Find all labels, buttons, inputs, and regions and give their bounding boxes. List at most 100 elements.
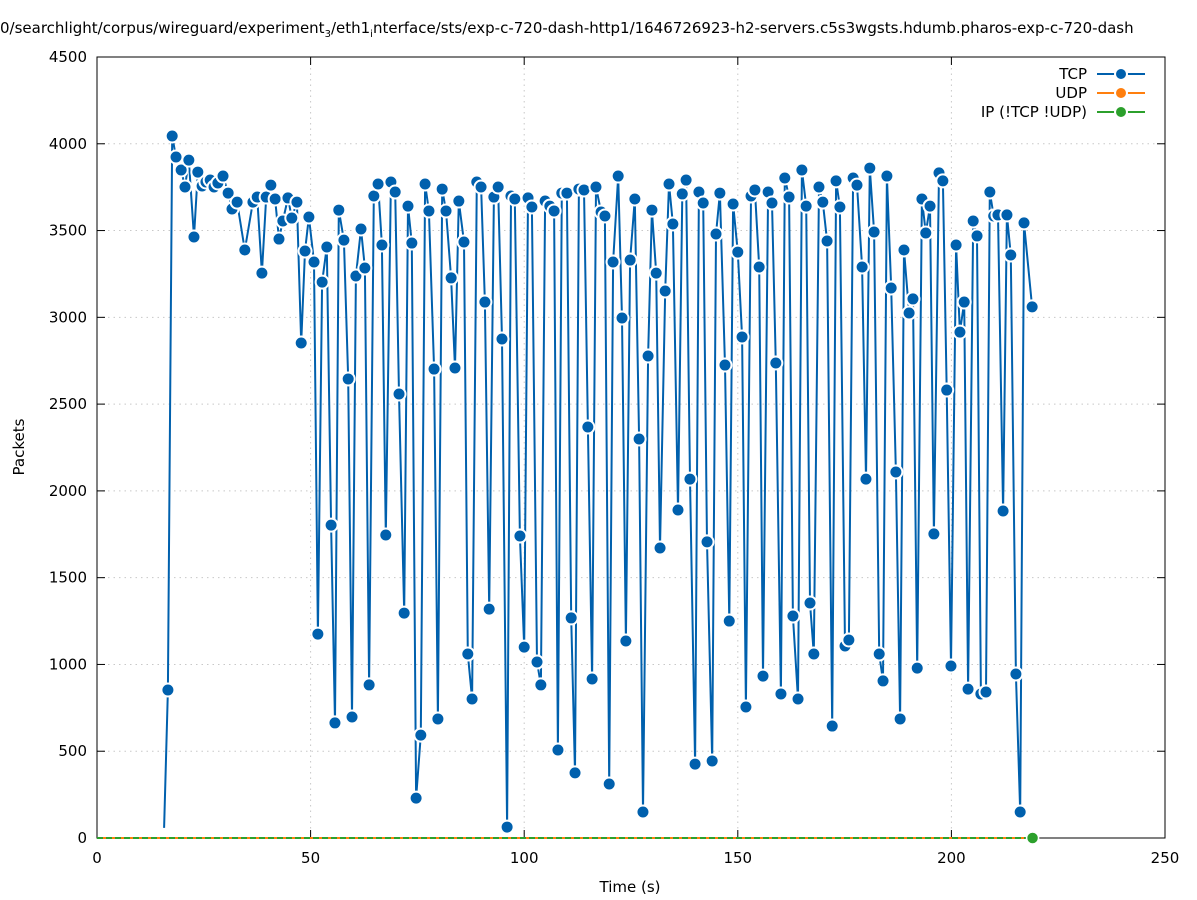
grid xyxy=(97,57,1165,838)
tcp-point xyxy=(293,335,309,351)
tcp-point xyxy=(631,431,647,447)
tcp-point xyxy=(516,639,532,655)
tcp-point xyxy=(824,718,840,734)
tcp-point xyxy=(456,234,472,250)
y-tick-label: 3500 xyxy=(49,222,87,240)
tcp-point xyxy=(699,534,715,550)
x-tick-label: 100 xyxy=(510,849,539,867)
tcp-point xyxy=(576,182,592,198)
tcp-point xyxy=(790,691,806,707)
tcp-point xyxy=(644,202,660,218)
tcp-point xyxy=(529,654,545,670)
tcp-point xyxy=(712,185,728,201)
tcp-point xyxy=(892,711,908,727)
tcp-point xyxy=(267,191,283,207)
tcp-point xyxy=(747,182,763,198)
tcp-point xyxy=(177,179,193,195)
tcp-point xyxy=(430,711,446,727)
tcp-point xyxy=(721,613,737,629)
tcp-point xyxy=(648,265,664,281)
tcp-point xyxy=(310,626,326,642)
tcp-point xyxy=(640,348,656,364)
tcp-point xyxy=(678,172,694,188)
tcp-point xyxy=(181,152,197,168)
tcp-point xyxy=(314,274,330,290)
tcp-point xyxy=(563,610,579,626)
tcp-point xyxy=(652,540,668,556)
tcp-point xyxy=(785,608,801,624)
tcp-point xyxy=(738,699,754,715)
tcp-point xyxy=(777,170,793,186)
tcp-point xyxy=(580,419,596,435)
tcp-point xyxy=(336,232,352,248)
x-tick-label: 200 xyxy=(937,849,966,867)
tcp-point xyxy=(854,259,870,275)
tcp-point xyxy=(229,194,245,210)
tcp-point xyxy=(237,242,253,258)
tcp-point xyxy=(943,658,959,674)
tcp-point xyxy=(901,305,917,321)
tcp-point xyxy=(665,216,681,232)
tcp-point xyxy=(773,686,789,702)
tcp-point xyxy=(284,210,300,226)
tcp-point xyxy=(883,280,899,296)
tcp-point xyxy=(905,291,921,307)
tcp-point xyxy=(922,198,938,214)
title-part: 0/searchlight/corpus/wireguard/experimen… xyxy=(0,19,325,37)
x-axis-label: Time (s) xyxy=(599,878,661,896)
tcp-point xyxy=(1003,247,1019,263)
tcp-point xyxy=(319,239,335,255)
tcp-point xyxy=(512,528,528,544)
tcp-point xyxy=(978,684,994,700)
tcp-point xyxy=(331,202,347,218)
tcp-point xyxy=(404,235,420,251)
tcp-point xyxy=(751,259,767,275)
series-layer xyxy=(97,128,1040,845)
tcp-point xyxy=(871,646,887,662)
tcp-point xyxy=(546,203,562,219)
y-tick-label: 0 xyxy=(77,829,87,847)
tcp-point xyxy=(939,382,955,398)
tcp-point xyxy=(567,765,583,781)
y-axis-label: Packets xyxy=(10,418,28,475)
tcp-point xyxy=(374,237,390,253)
ip-point xyxy=(1025,831,1040,845)
tcp-point xyxy=(635,804,651,820)
tcp-point xyxy=(533,677,549,693)
tcp-point xyxy=(378,527,394,543)
tcp-point xyxy=(811,179,827,195)
tcp-point xyxy=(391,386,407,402)
y-tick-label: 1000 xyxy=(49,655,87,673)
tcp-point xyxy=(254,265,270,281)
tcp-point xyxy=(447,360,463,376)
tcp-point xyxy=(764,195,780,211)
tcp-point xyxy=(460,646,476,662)
tcp-point xyxy=(370,176,386,192)
tcp-point xyxy=(982,184,998,200)
tcp-point xyxy=(841,632,857,648)
tcp-point xyxy=(481,601,497,617)
x-tick-label: 0 xyxy=(92,849,102,867)
tcp-point xyxy=(408,790,424,806)
tcp-point xyxy=(340,371,356,387)
tcp-point xyxy=(948,237,964,253)
tcp-point xyxy=(417,176,433,192)
tcp-point xyxy=(614,310,630,326)
tcp-point xyxy=(965,213,981,229)
tcp-point xyxy=(443,270,459,286)
tcp-point xyxy=(849,177,865,193)
tcp-point xyxy=(828,173,844,189)
tcp-point xyxy=(862,160,878,176)
tcp-point xyxy=(708,226,724,242)
tcp-point xyxy=(190,164,206,180)
tcp-point xyxy=(670,502,686,518)
tcp-point xyxy=(297,243,313,259)
tcp-point xyxy=(794,162,810,178)
tcp-point xyxy=(588,179,604,195)
tcp-point xyxy=(999,207,1015,223)
tcp-point xyxy=(464,691,480,707)
tcp-point xyxy=(875,673,891,689)
tcp-point xyxy=(622,252,638,268)
